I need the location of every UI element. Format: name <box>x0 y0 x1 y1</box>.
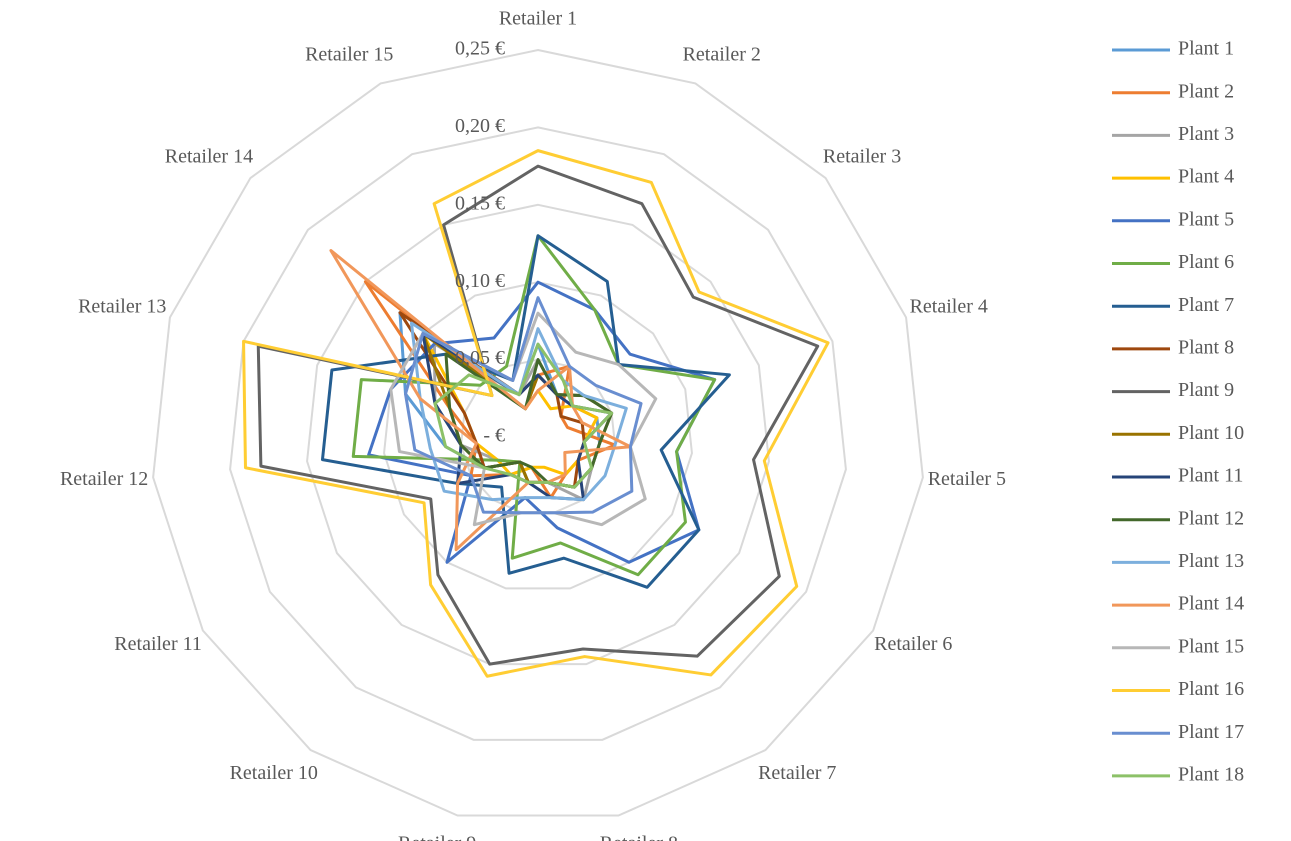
category-label: Retailer 3 <box>823 146 901 168</box>
series-line <box>351 234 717 577</box>
legend-label: Plant 14 <box>1178 593 1244 615</box>
y-tick-label: 0,15 € <box>455 192 505 214</box>
category-label: Retailer 12 <box>60 468 148 490</box>
category-label: Retailer 4 <box>910 296 988 318</box>
series-line <box>320 234 731 589</box>
legend-label: Plant 15 <box>1178 635 1244 657</box>
series-line <box>242 149 830 678</box>
legend-label: Plant 1 <box>1178 38 1234 60</box>
series-line <box>421 331 599 477</box>
category-label: Retailer 11 <box>114 633 202 655</box>
y-tick-label: - € <box>483 425 505 447</box>
legend-label: Plant 18 <box>1178 763 1244 785</box>
category-label: Retailer 13 <box>78 296 166 318</box>
legend-label: Plant 3 <box>1178 123 1234 145</box>
category-label: Retailer 1 <box>499 8 577 30</box>
legend-label: Plant 10 <box>1178 422 1244 444</box>
legend-label: Plant 8 <box>1178 336 1234 358</box>
legend-label: Plant 7 <box>1178 294 1234 316</box>
legend-label: Plant 2 <box>1178 80 1234 102</box>
legend-label: Plant 12 <box>1178 507 1244 529</box>
legend-label: Plant 9 <box>1178 379 1234 401</box>
legend-label: Plant 11 <box>1178 465 1243 487</box>
grid-ring <box>306 203 770 666</box>
series-line <box>403 296 643 515</box>
series-line <box>444 352 614 489</box>
category-label: Retailer 14 <box>165 146 253 168</box>
category-label: Retailer 15 <box>305 44 393 66</box>
category-label: Retailer 10 <box>230 762 318 784</box>
legend-label: Plant 13 <box>1178 550 1244 572</box>
grid-ring <box>229 126 847 741</box>
y-tick-label: 0,05 € <box>455 347 505 369</box>
y-tick-label: 0,25 € <box>455 38 505 60</box>
legend-label: Plant 6 <box>1178 251 1234 273</box>
category-label: Retailer 7 <box>758 762 836 784</box>
category-label: Retailer 6 <box>874 633 952 655</box>
category-label: Retailer 8 <box>600 832 678 841</box>
legend-label: Plant 17 <box>1178 721 1244 743</box>
y-tick-label: 0,10 € <box>455 270 505 292</box>
category-label: Retailer 5 <box>928 468 1006 490</box>
legend-label: Plant 5 <box>1178 208 1234 230</box>
series-line <box>433 342 614 489</box>
legend-label: Plant 4 <box>1178 166 1234 188</box>
grid-ring <box>152 48 924 817</box>
category-label: Retailer 2 <box>683 44 761 66</box>
y-tick-label: 0,20 € <box>455 115 505 137</box>
category-label: Retailer 9 <box>398 832 476 841</box>
legend-label: Plant 16 <box>1178 678 1244 700</box>
